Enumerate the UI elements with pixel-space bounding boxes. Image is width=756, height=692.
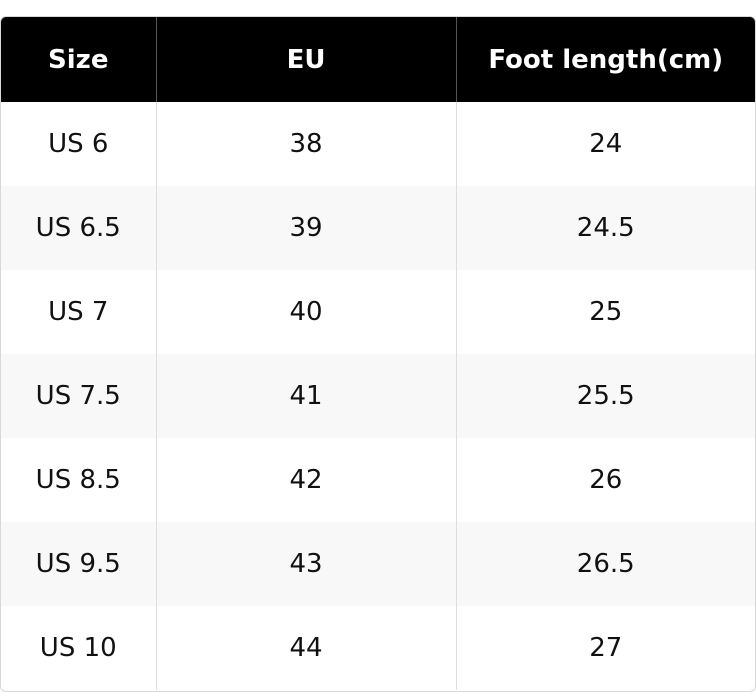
size-table: Size EU Foot length(cm) US 6 38 24 US 6.5 39 24… xyxy=(1,17,755,690)
table-cell: 27 xyxy=(589,633,623,663)
size-table-container: Size EU Foot length(cm) US 6 38 24 US 6.5 39 24… xyxy=(0,16,756,692)
table-cell: 42 xyxy=(156,438,457,522)
table-cell: US 7 xyxy=(1,270,157,354)
table-row: US 8.5 42 26 xyxy=(1,438,755,522)
table-row: US 7 40 25 xyxy=(1,270,755,354)
table-cell: US 6.5 xyxy=(1,186,157,270)
table-cell: 24 xyxy=(589,129,623,159)
table-cell: 26.5 xyxy=(456,522,755,606)
header-cell: EU xyxy=(156,17,457,102)
header-row: Size EU Foot length(cm) xyxy=(1,17,755,102)
header-cell: Foot length(cm) xyxy=(456,17,755,102)
table-cell: 25 xyxy=(589,297,623,327)
table-cell: US 10 xyxy=(1,606,157,690)
table-cell: 38 xyxy=(156,102,457,186)
table-cell: US 6 xyxy=(1,102,157,186)
table-row: US 10 44 27 xyxy=(1,606,755,690)
table-body: US 6 38 24 US 6.5 39 24.5 US 7 40 25 US 7.5 41 25.5… xyxy=(1,102,755,690)
table-cell: 44 xyxy=(156,606,457,690)
table-cell: 43 xyxy=(156,522,457,606)
table-cell: 41 xyxy=(156,354,457,438)
table-cell: 24.5 xyxy=(456,186,755,270)
table-cell: 25.5 xyxy=(456,354,755,438)
table-cell: 39 xyxy=(156,186,457,270)
table-row: US 9.5 43 26.5 xyxy=(1,522,755,606)
table-row: US 6.5 39 24.5 xyxy=(1,186,755,270)
table-cell: 26 xyxy=(589,465,623,495)
table-cell: US 7.5 xyxy=(1,354,157,438)
table-row: US 6 38 24 xyxy=(1,102,755,186)
table-cell: 40 xyxy=(156,270,457,354)
header-cell: Size xyxy=(1,17,157,102)
table-row: US 7.5 41 25.5 xyxy=(1,354,755,438)
table-cell: US 9.5 xyxy=(1,522,157,606)
table-cell: US 8.5 xyxy=(1,438,157,522)
